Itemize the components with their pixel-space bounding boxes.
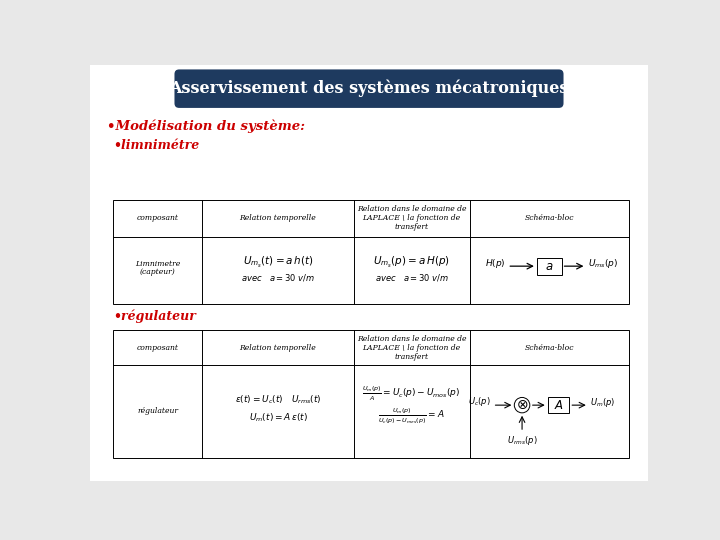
Bar <box>113 200 629 303</box>
Text: Relation temporelle: Relation temporelle <box>240 214 316 222</box>
Text: $A$: $A$ <box>554 399 564 411</box>
Text: $\frac{U_m(p)}{U_c(p) - U_{mes}(p)} = A$: $\frac{U_m(p)}{U_c(p) - U_{mes}(p)} = A$ <box>378 406 445 424</box>
Text: $U_{ms}(p)$: $U_{ms}(p)$ <box>588 256 618 269</box>
Text: •régulateur: •régulateur <box>113 310 196 323</box>
Text: Schéma-bloc: Schéma-bloc <box>524 344 574 352</box>
Bar <box>537 258 562 275</box>
Bar <box>113 330 629 457</box>
Text: $\varepsilon(t) = U_c(t) \quad U_{rms}(t)$: $\varepsilon(t) = U_c(t) \quad U_{rms}(t… <box>235 394 321 406</box>
Text: $U_c(p)$: $U_c(p)$ <box>468 395 491 408</box>
Text: Relation temporelle: Relation temporelle <box>240 344 316 352</box>
Text: Limnimetre: Limnimetre <box>135 260 181 268</box>
Text: $H(p)$: $H(p)$ <box>485 256 505 269</box>
Bar <box>548 397 570 413</box>
Text: composant: composant <box>137 214 179 222</box>
Text: •limnimétre: •limnimétre <box>113 139 199 152</box>
Text: $U_m(t) = A\,\varepsilon(t)$: $U_m(t) = A\,\varepsilon(t)$ <box>248 411 307 424</box>
Text: Schéma-bloc: Schéma-bloc <box>524 214 574 222</box>
Text: $U_{rms}(p)$: $U_{rms}(p)$ <box>507 434 537 448</box>
Text: Relation dans le domaine de
LAPLACE \ la fonction de
transfert: Relation dans le domaine de LAPLACE \ la… <box>357 335 467 361</box>
Text: $\frac{U_m(p)}{A} = U_c(p) - U_{mos}(p)$: $\frac{U_m(p)}{A} = U_c(p) - U_{mos}(p)$ <box>362 386 461 403</box>
Text: $\otimes$: $\otimes$ <box>516 398 528 412</box>
Text: $avec \quad a = 30 \; v/m$: $avec \quad a = 30 \; v/m$ <box>375 272 449 283</box>
Text: $U_{m_{s}}(t) = a\, h(t)$: $U_{m_{s}}(t) = a\, h(t)$ <box>243 255 313 270</box>
Text: $avec \quad a = 30 \; v/m$: $avec \quad a = 30 \; v/m$ <box>241 272 315 283</box>
Text: •Modélisation du système:: •Modélisation du système: <box>107 120 305 133</box>
Text: régulateur: régulateur <box>138 407 179 415</box>
Bar <box>113 200 629 303</box>
Text: $a$: $a$ <box>545 260 554 273</box>
Text: Asservissement des systèmes mécatroniques: Asservissement des systèmes mécatronique… <box>169 80 569 97</box>
Text: Relation dans le domaine de
LAPLACE \ la fonction de
transfert: Relation dans le domaine de LAPLACE \ la… <box>357 205 467 231</box>
Text: composant: composant <box>137 344 179 352</box>
Text: (capteur): (capteur) <box>140 267 176 275</box>
Bar <box>113 330 629 457</box>
Circle shape <box>514 397 530 413</box>
Text: $U_{m_{s}}(p) = a\, H(p)$: $U_{m_{s}}(p) = a\, H(p)$ <box>373 255 450 270</box>
FancyBboxPatch shape <box>174 70 564 108</box>
Text: $U_m(p)$: $U_m(p)$ <box>590 396 616 409</box>
